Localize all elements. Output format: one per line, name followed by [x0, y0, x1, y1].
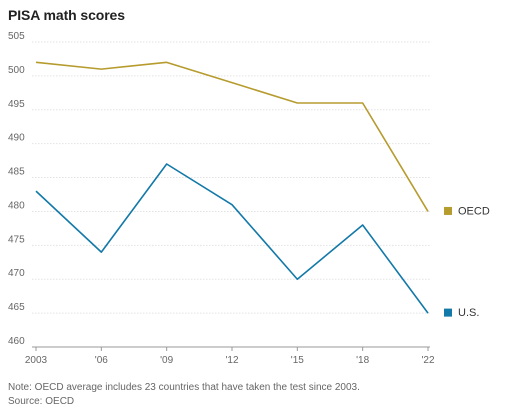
y-tick-label: 465: [8, 302, 25, 313]
legend-label: U.S.: [458, 307, 479, 319]
y-tick-label: 460: [8, 336, 25, 347]
x-tick-label: '22: [421, 355, 434, 366]
y-tick-label: 490: [8, 133, 25, 144]
legend-swatch: [444, 206, 452, 215]
x-tick-label: '12: [225, 355, 238, 366]
y-tick-label: 505: [8, 31, 25, 42]
line-chart: 460 465 470 475 480 485 490 495 500 505 2003 '06 '0…: [8, 31, 490, 366]
grid-lines: [32, 41, 430, 348]
x-tick-label: 2003: [25, 355, 48, 366]
x-tick-label: '15: [291, 355, 304, 366]
series-line-oecd: [35, 61, 429, 212]
y-tick-label: 475: [8, 234, 25, 245]
y-tick-label: 495: [8, 99, 25, 110]
y-tick-label: 470: [8, 268, 25, 279]
legend-swatch: [444, 308, 452, 317]
legend-label: OECD: [458, 205, 490, 217]
chart-title: PISA math scores: [8, 7, 125, 23]
chart-note: Note: OECD average includes 23 countries…: [8, 382, 360, 393]
x-tick-label: '09: [160, 355, 173, 366]
series-lines: [35, 61, 429, 314]
y-tick-label: 480: [8, 200, 25, 211]
x-tick-label: '06: [95, 355, 108, 366]
y-axis-ticks: 460 465 470 475 480 485 490 495 500 505: [8, 31, 25, 347]
x-axis-ticks: 2003 '06 '09 '12 '15 '18 '22: [25, 347, 435, 366]
legend: OECD U.S.: [444, 205, 490, 319]
series-line-u-s: [35, 163, 429, 314]
chart-source: Source: OECD: [8, 396, 75, 407]
x-tick-label: '18: [356, 355, 369, 366]
y-tick-label: 485: [8, 167, 25, 178]
y-tick-label: 500: [8, 65, 25, 76]
